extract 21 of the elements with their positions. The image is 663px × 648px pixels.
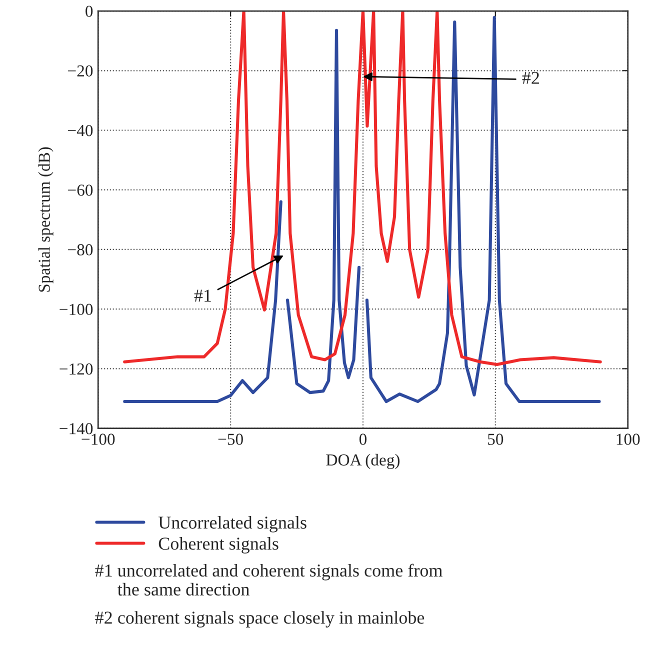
y-tick-label: −100 xyxy=(60,304,93,316)
y-tick-label: −20 xyxy=(68,65,93,77)
x-tick-label: 50 xyxy=(488,434,504,445)
text: #2 coherent signals space closely in mainlobe xyxy=(95,611,424,628)
x-tick-label: 0 xyxy=(359,434,367,445)
y-tick-label: 0 xyxy=(86,6,93,17)
y-tick-label: −80 xyxy=(68,244,93,256)
x-tick-label: −50 xyxy=(218,434,243,445)
annotation: #1 xyxy=(194,290,211,302)
x-tick-label: −100 xyxy=(82,434,115,445)
y-tick-label: −120 xyxy=(60,363,93,375)
x-tick-label: 100 xyxy=(616,434,640,445)
y-tick-label: −40 xyxy=(68,124,93,136)
annotation: #2 xyxy=(522,72,539,84)
legend-label: Uncorrelated signals xyxy=(158,516,306,532)
y-axis-title: Spatial spectrum (dB) xyxy=(38,147,54,292)
y-tick-label: −140 xyxy=(60,423,93,434)
legend-label: Coherent signals xyxy=(158,537,278,554)
text: #1 uncorrelated and coherent signals come from the same direction xyxy=(95,564,442,596)
x-axis-title: DOA (deg) xyxy=(326,454,400,470)
y-tick-label: −60 xyxy=(68,184,93,196)
